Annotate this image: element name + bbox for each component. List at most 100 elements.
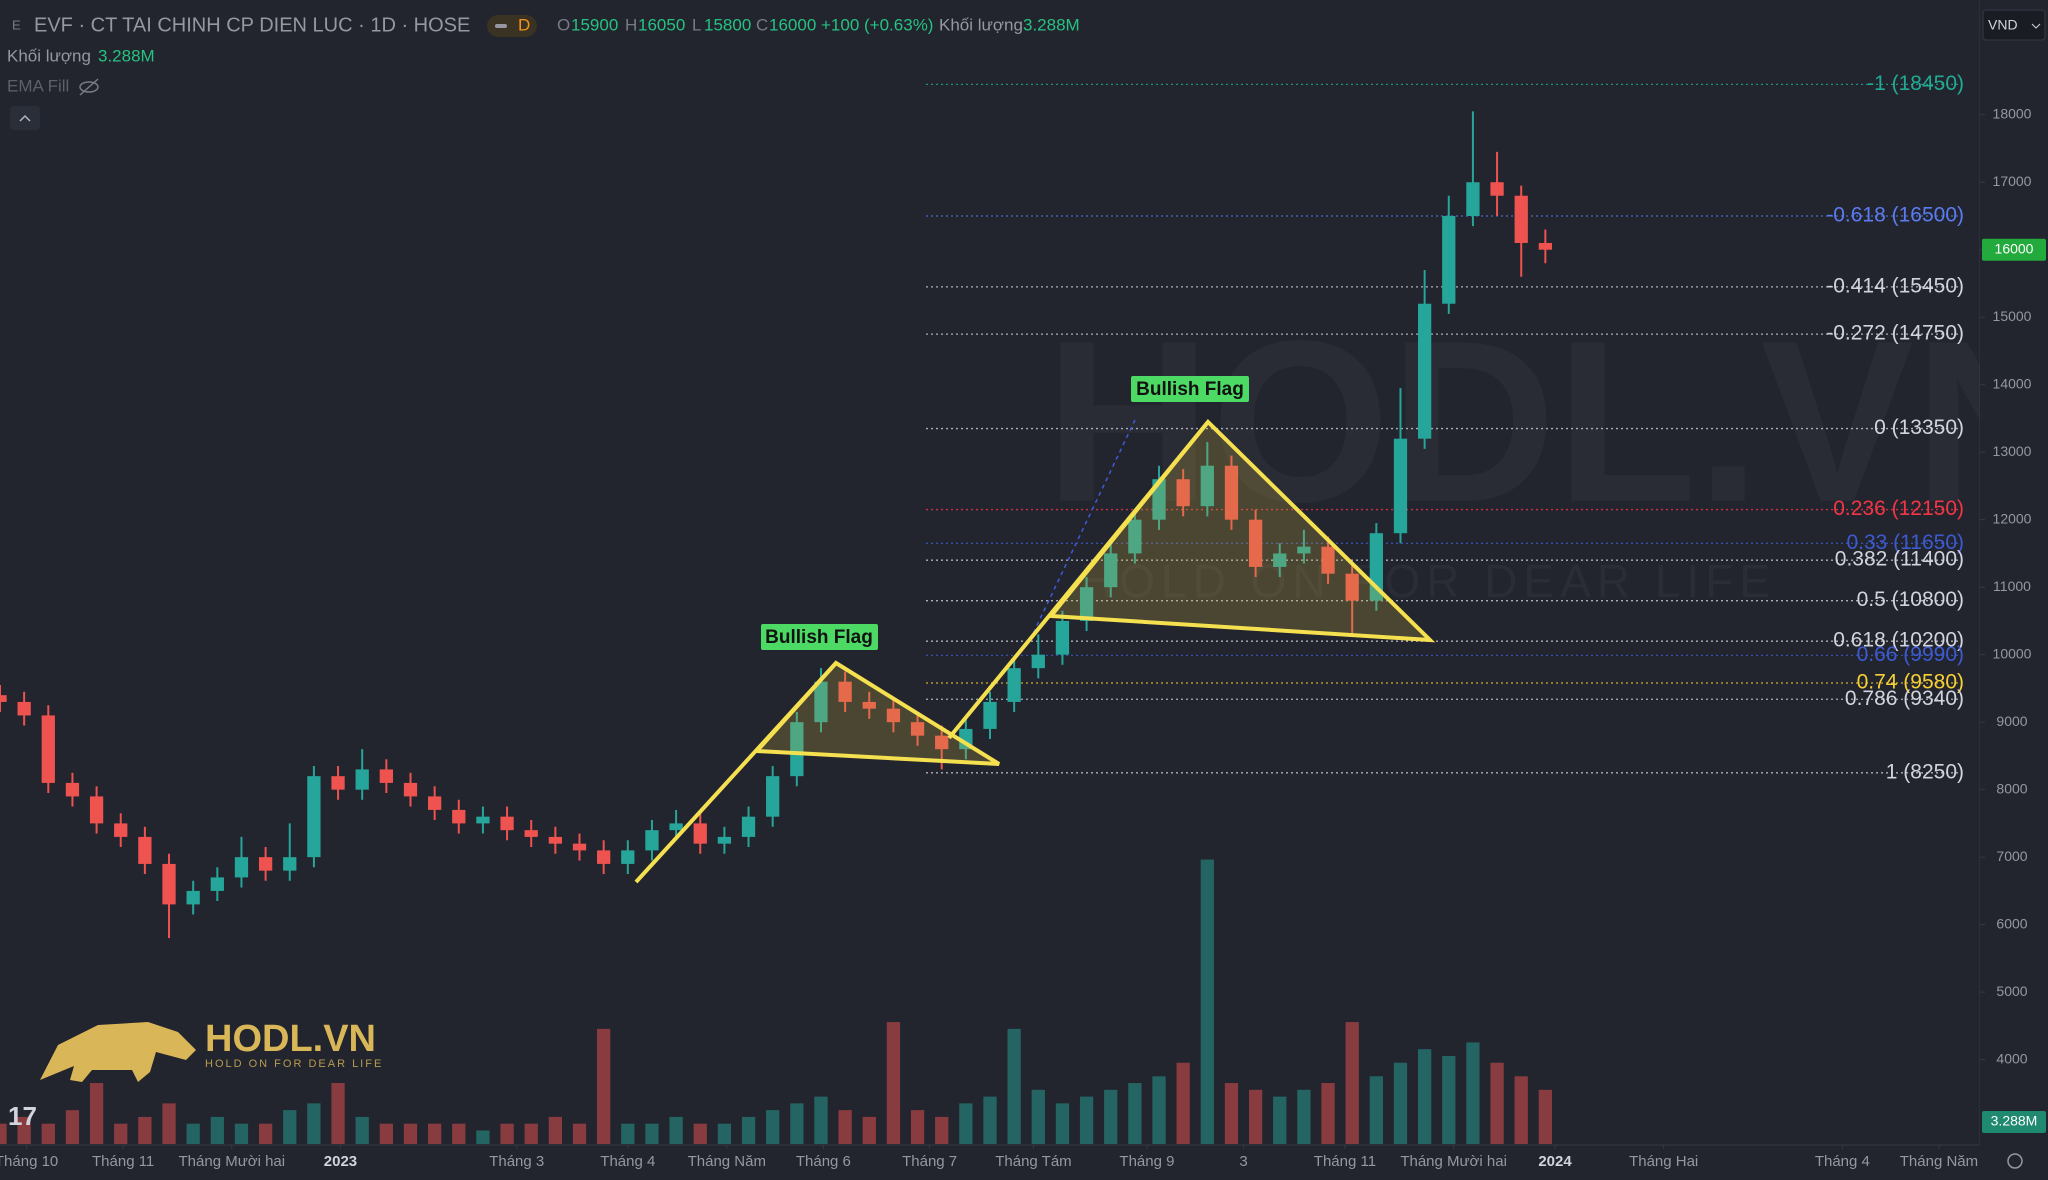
ohlc-label: O (557, 15, 570, 34)
ohlc-label: H (625, 15, 637, 34)
volume-bar (476, 1130, 490, 1144)
volume-tag-bg (1982, 1111, 2046, 1133)
fib-label: 1 (8250) (1886, 760, 1964, 783)
candle-body (862, 701, 876, 709)
fib-label: 0.74 (9580) (1857, 671, 1964, 694)
volume-bar (1031, 1089, 1045, 1144)
volume-bar (500, 1123, 514, 1144)
volume-bar (572, 1123, 587, 1144)
candle-body (524, 830, 538, 837)
candle-body (1393, 438, 1408, 534)
volume-bar (17, 1116, 31, 1144)
x-tick-label: Tháng 7 (902, 1153, 957, 1170)
candle-body (1055, 620, 1070, 655)
candle-body (1442, 215, 1456, 304)
volume-bar (1104, 1089, 1118, 1144)
volume-bar (838, 1110, 852, 1144)
y-tick-label: 11000 (1993, 578, 2031, 594)
watermark-slogan: HOLD ON FOR DEAR LIFE (1080, 555, 1776, 607)
volume-bar (886, 1022, 901, 1144)
candle-body (355, 769, 369, 790)
volume-bar (1055, 1103, 1070, 1144)
x-tick-label: Tháng 4 (1815, 1153, 1870, 1170)
hide-icon[interactable] (79, 81, 99, 93)
y-tick-label: 6000 (1996, 915, 2027, 931)
candle-body (1538, 242, 1553, 250)
y-tick-label: 5000 (1996, 983, 2027, 999)
volume-bar (1321, 1083, 1335, 1144)
settings-icon[interactable] (2007, 1153, 2023, 1169)
candle-body (597, 850, 611, 864)
y-tick-label: 13000 (1993, 443, 2032, 459)
y-tick-label: 18000 (1993, 105, 2032, 121)
candle-body (1490, 182, 1504, 196)
volume-bar (65, 1110, 80, 1144)
candle-body (741, 816, 756, 837)
y-tick-label: 8000 (1996, 780, 2027, 796)
volume-bar (427, 1123, 442, 1144)
candle-body (427, 796, 442, 810)
y-tick-label: 17000 (1993, 173, 2032, 189)
time-axis: Tháng 10 Tháng 11 Tháng Mười hai 2023 Tháng … (0, 1145, 1978, 1170)
volume-bar (1200, 859, 1214, 1144)
price-tag: 16000 (1995, 240, 2034, 256)
volume-bar (331, 1083, 345, 1144)
price-axis: 4000 5000 6000 7000 8000 9000 10000 11000 12000 1… (1980, 105, 2046, 1133)
ohlc-value: 15800 (704, 15, 751, 34)
volume-bar (1079, 1096, 1094, 1144)
price-axis-bg (1980, 0, 2048, 1180)
volume-bar (862, 1116, 876, 1144)
volume-value: 3.288M (1023, 15, 1080, 34)
volume-bar (669, 1116, 683, 1144)
fib-label: 0.33 (11650) (1846, 531, 1964, 554)
x-tick-label: 2024 (1538, 1153, 1572, 1170)
candle-body (1104, 553, 1118, 588)
volume-row-label: Khối lượng (7, 46, 91, 65)
currency-button[interactable] (1982, 9, 2046, 41)
volume-bar (1152, 1076, 1166, 1144)
fib-label: 0 (13350) (1874, 416, 1964, 439)
fib-label: 0.5 (10800) (1857, 588, 1964, 611)
candle-body (1007, 668, 1021, 702)
fib-label: -0.414 (15450) (1826, 274, 1964, 297)
candle-body (548, 836, 563, 844)
ohlc-value: 15900 (571, 15, 618, 34)
volume-bar (258, 1123, 273, 1144)
candle-body (886, 708, 901, 723)
candle-body (1031, 654, 1045, 669)
volume-bar (234, 1123, 249, 1144)
volume-bar (186, 1123, 200, 1144)
annotation-box (1131, 376, 1249, 402)
volume-bar (935, 1116, 949, 1144)
volume-bar (1273, 1096, 1287, 1144)
volume-bar (1224, 1083, 1239, 1144)
candle-body (669, 823, 683, 831)
fib-label: -1 (18450) (1867, 72, 1964, 95)
volume-bar (597, 1028, 611, 1144)
x-tick-label: Tháng Mười hai (1400, 1153, 1507, 1170)
volume-tag: 3.288M (1991, 1113, 2038, 1129)
volume-bar (1514, 1076, 1528, 1144)
candle-body (1273, 553, 1287, 567)
candle-body (910, 722, 925, 736)
annotation-box (761, 624, 878, 650)
flag-pole (947, 420, 1210, 740)
volume-bar (210, 1116, 224, 1144)
menu-letter[interactable]: E (12, 17, 21, 32)
ohlc-label: C (756, 15, 768, 34)
candle-body (162, 863, 176, 905)
x-tick-label: 2023 (324, 1153, 357, 1170)
collapse-button[interactable] (10, 106, 40, 130)
y-tick-label: 4000 (1996, 1050, 2027, 1066)
fib-label: -0.618 (16500) (1826, 204, 1964, 227)
price-tag-bg (1982, 238, 2046, 261)
candle-body (621, 850, 635, 864)
candle-body (307, 776, 321, 858)
volume-bar (162, 1103, 176, 1144)
candle-body (572, 843, 587, 851)
y-tick-label: 9000 (1996, 713, 2027, 729)
volume-bar (403, 1123, 418, 1144)
volume-bar (1176, 1062, 1190, 1144)
candle-body (1297, 546, 1311, 554)
